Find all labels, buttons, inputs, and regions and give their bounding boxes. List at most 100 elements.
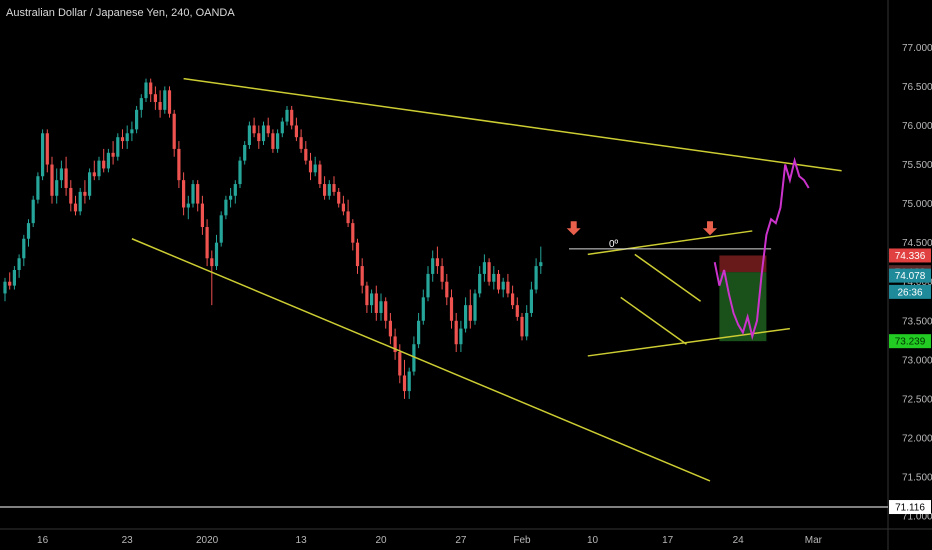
candle bbox=[520, 312, 524, 341]
candle bbox=[97, 156, 101, 181]
candle-body bbox=[247, 125, 251, 145]
y-tick-label: 74.500 bbox=[902, 238, 932, 249]
down-arrow-marker bbox=[703, 221, 717, 236]
candle bbox=[102, 148, 106, 173]
candle bbox=[459, 320, 463, 353]
candle bbox=[327, 180, 331, 200]
candle-body bbox=[341, 203, 345, 212]
candle-body bbox=[431, 258, 435, 274]
trendline-lower-support bbox=[131, 238, 711, 482]
candle-body bbox=[440, 266, 444, 282]
candle bbox=[351, 219, 355, 251]
candle-body bbox=[398, 352, 402, 376]
candle bbox=[45, 129, 49, 173]
y-tick-label: 74.000 bbox=[902, 277, 932, 288]
price-tag-label: 73.239 bbox=[895, 337, 926, 348]
candle bbox=[515, 297, 519, 321]
price-tag: 26:36 bbox=[889, 284, 931, 299]
candle bbox=[304, 141, 308, 165]
trendline-wedge-upper bbox=[587, 230, 753, 256]
candle-body bbox=[139, 98, 143, 110]
candle bbox=[468, 289, 472, 329]
candle bbox=[379, 293, 383, 321]
candle bbox=[426, 266, 430, 302]
candle bbox=[17, 254, 21, 278]
candle-body bbox=[360, 266, 364, 286]
candle bbox=[243, 141, 247, 165]
candle-body bbox=[111, 152, 115, 157]
candle-body bbox=[388, 320, 392, 337]
candle bbox=[487, 258, 491, 286]
price-tag: 74.078 bbox=[889, 268, 931, 283]
down-arrow-marker bbox=[566, 221, 581, 236]
candle-body bbox=[323, 184, 327, 196]
price-tag-label: 26:36 bbox=[897, 287, 922, 298]
candle bbox=[12, 266, 16, 290]
candle-body bbox=[205, 227, 209, 259]
candle-body bbox=[233, 184, 237, 196]
candle-body bbox=[487, 262, 491, 282]
x-tick-label: 24 bbox=[733, 535, 745, 546]
candle bbox=[421, 289, 425, 325]
price-tag-bg bbox=[889, 268, 931, 283]
candle bbox=[501, 277, 505, 298]
candle-body bbox=[3, 281, 7, 294]
candle-body bbox=[229, 195, 233, 200]
candle bbox=[445, 273, 449, 306]
candle-body bbox=[459, 328, 463, 345]
candle-body bbox=[186, 203, 190, 208]
candle-body bbox=[294, 125, 298, 138]
candle-body bbox=[520, 316, 524, 337]
candle bbox=[153, 86, 157, 110]
y-tick-label: 71.500 bbox=[902, 473, 932, 484]
candle bbox=[464, 297, 468, 333]
candle bbox=[402, 359, 407, 399]
x-tick-label: 27 bbox=[455, 535, 467, 546]
price-tag-label: 74.336 bbox=[895, 251, 926, 262]
candle-body bbox=[332, 184, 336, 192]
candle bbox=[355, 238, 360, 274]
candle-body bbox=[327, 184, 331, 196]
candle bbox=[374, 285, 378, 321]
candle bbox=[393, 328, 397, 360]
candle-body bbox=[45, 133, 49, 165]
candle-body bbox=[257, 133, 261, 142]
candle bbox=[83, 180, 87, 204]
price-tag-bg bbox=[889, 500, 931, 515]
candle-body bbox=[337, 191, 341, 204]
candle bbox=[8, 272, 12, 290]
candle bbox=[59, 160, 63, 188]
candle bbox=[332, 176, 336, 196]
y-tick-label: 76.500 bbox=[902, 82, 932, 93]
candle bbox=[41, 129, 45, 181]
candle bbox=[92, 160, 96, 181]
candle-body bbox=[125, 133, 129, 142]
candle bbox=[177, 141, 181, 188]
candle-body bbox=[393, 336, 397, 353]
y-tick-label: 73.000 bbox=[902, 355, 932, 366]
x-tick-label: 10 bbox=[587, 535, 599, 546]
candle bbox=[285, 105, 289, 126]
y-tick-label: 77.000 bbox=[902, 43, 932, 54]
candle bbox=[163, 86, 167, 114]
candle-body bbox=[200, 203, 204, 228]
candle-body bbox=[407, 371, 411, 392]
candle-body bbox=[539, 262, 543, 267]
candle bbox=[482, 254, 486, 282]
trendline-upper-resistance bbox=[183, 77, 842, 172]
candle-body bbox=[252, 125, 256, 134]
candle-body bbox=[464, 305, 468, 329]
price-tag-label: 71.116 bbox=[895, 503, 925, 514]
candle-body bbox=[355, 242, 360, 267]
candle-body bbox=[55, 180, 59, 196]
candle bbox=[539, 246, 543, 274]
candle-body bbox=[285, 109, 289, 122]
candle bbox=[529, 281, 533, 317]
candle-body bbox=[525, 312, 529, 337]
candle-body bbox=[196, 184, 200, 204]
candle-body bbox=[473, 293, 477, 321]
candle bbox=[233, 180, 237, 204]
candle bbox=[50, 156, 54, 204]
candle-body bbox=[219, 215, 223, 243]
